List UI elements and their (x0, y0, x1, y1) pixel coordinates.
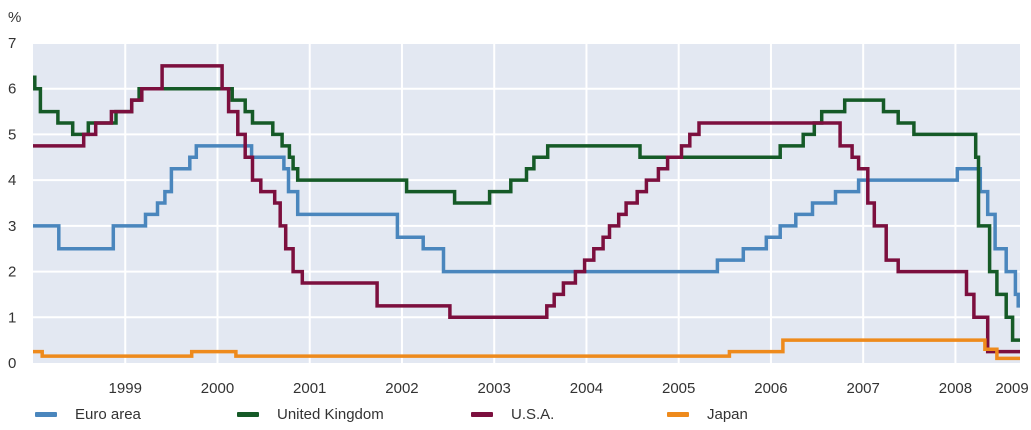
series-line-u-s-a (33, 64, 1020, 354)
legend-item: United Kingdom (237, 403, 384, 425)
series-line-japan (33, 338, 1020, 361)
legend: Euro area United Kingdom U.S.A. Japan (0, 403, 1031, 427)
y-tick-label: 6 (8, 81, 16, 98)
x-tick-label: 2000 (201, 380, 234, 397)
legend-swatch (237, 411, 259, 417)
y-tick-label: 7 (8, 35, 16, 52)
x-tick-label: 2001 (293, 380, 326, 397)
x-tick-label: 2004 (570, 380, 603, 397)
legend-label: U.S.A. (511, 405, 555, 423)
y-tick-label: 1 (8, 309, 16, 326)
y-tick-label: 5 (8, 126, 16, 143)
policy-rates-chart: % 0 1 2 3 4 5 6 7 1999 2000 2001 2002 2003 2004 2005 2… (8, 9, 1029, 397)
y-axis-unit-label: % (8, 9, 21, 26)
x-tick-label: 2005 (662, 380, 695, 397)
x-tick-label: 1999 (109, 380, 142, 397)
y-tick-label: 3 (8, 218, 16, 235)
y-tick-label: 4 (8, 172, 16, 189)
series-line-euro-area (33, 144, 1020, 308)
x-tick-label: 2007 (846, 380, 879, 397)
legend-item: Euro area (35, 403, 141, 425)
y-tick-label: 2 (8, 264, 16, 281)
y-tick-label: 0 (8, 355, 16, 372)
x-axis: 1999 2000 2001 2002 2003 2004 2005 2006 2007 2008… (109, 380, 1029, 397)
legend-swatch (35, 411, 57, 417)
legend-label: Japan (707, 405, 748, 423)
legend-swatch (667, 411, 689, 417)
legend-label: Euro area (75, 405, 141, 423)
legend-swatch (471, 411, 493, 417)
x-tick-label: 2006 (754, 380, 787, 397)
x-tick-label: 2009 (995, 380, 1028, 397)
plot-area (33, 43, 1020, 363)
y-axis: 0 1 2 3 4 5 6 7 (8, 35, 16, 372)
x-tick-label: 2003 (478, 380, 511, 397)
series-lines (33, 64, 1020, 361)
legend-item: U.S.A. (471, 403, 554, 425)
x-tick-label: 2008 (939, 380, 972, 397)
legend-label: United Kingdom (277, 405, 384, 423)
legend-item: Japan (667, 403, 748, 425)
x-tick-label: 2002 (385, 380, 418, 397)
